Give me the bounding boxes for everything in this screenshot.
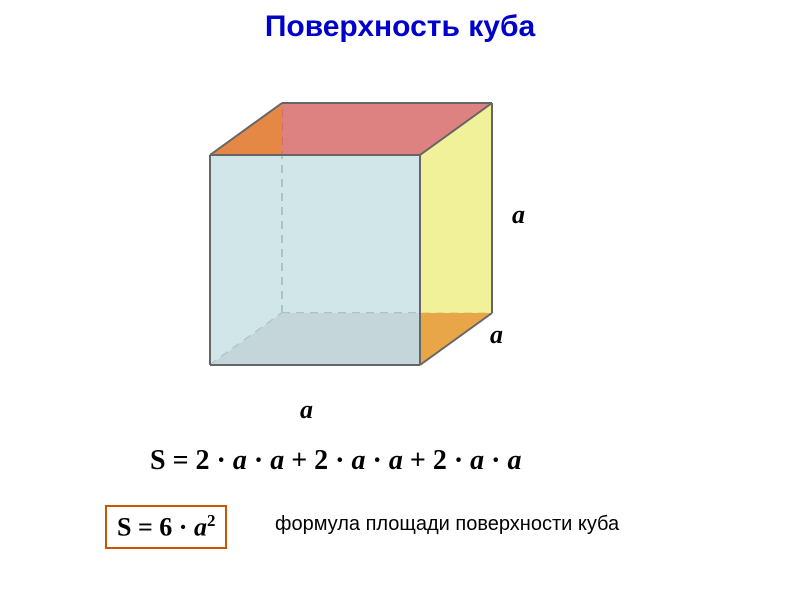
- formula-expanded: S = 2 · a · a + 2 · a · a + 2 · a · a: [150, 445, 522, 477]
- formula-var: a: [470, 445, 484, 476]
- edge-label-right: a: [512, 200, 525, 230]
- formula-var: a: [508, 445, 522, 476]
- edge-label-bottom: a: [300, 395, 313, 425]
- formula-boxed: S = 6 · a2: [105, 505, 227, 549]
- formula-caption: формула площади поверхности куба: [275, 513, 619, 536]
- formula-var: a: [233, 445, 247, 476]
- cube-svg: [200, 85, 560, 405]
- formula-text: ·: [366, 445, 389, 476]
- formula-text: S = 6 ·: [117, 513, 194, 542]
- formula-var: a: [270, 445, 284, 476]
- formula-text: S = 2 ·: [150, 445, 233, 476]
- edge-label-depth: a: [490, 320, 503, 350]
- cube-diagram: [200, 85, 500, 385]
- formula-text: ·: [247, 445, 270, 476]
- page-title: Поверхность куба: [0, 10, 800, 44]
- formula-text: + 2 ·: [403, 445, 470, 476]
- formula-var: a: [194, 513, 207, 542]
- formula-exponent: 2: [207, 511, 215, 530]
- face-front: [210, 155, 420, 365]
- formula-text: + 2 ·: [284, 445, 351, 476]
- formula-var: a: [389, 445, 403, 476]
- formula-text: ·: [484, 445, 507, 476]
- formula-var: a: [352, 445, 366, 476]
